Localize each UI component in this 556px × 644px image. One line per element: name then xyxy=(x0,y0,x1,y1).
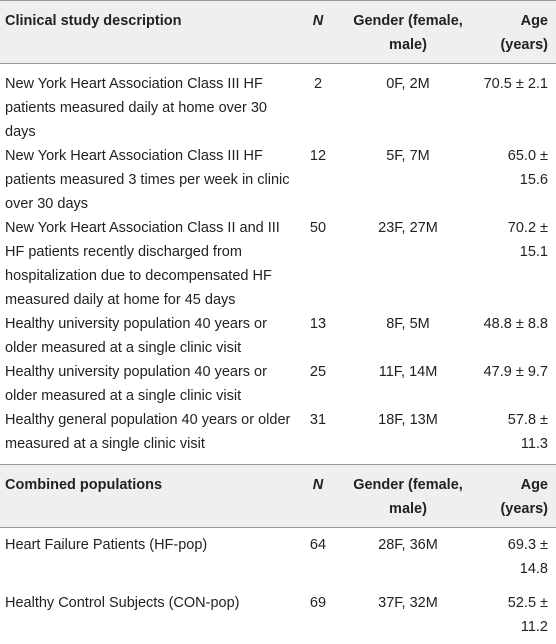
header-text: Gender (female, male) xyxy=(352,473,464,521)
table-cell: 69.3 ± 14.8 xyxy=(480,528,556,587)
header-text: Age (years) xyxy=(500,13,548,53)
table-cell: 50 xyxy=(300,216,336,312)
table-cell: 69 xyxy=(300,586,336,644)
table-cell: 25 xyxy=(300,360,336,408)
header-row: Clinical study description N Gender (femal… xyxy=(0,1,556,64)
table-cell: New York Heart Association Class II and … xyxy=(0,216,300,312)
table-cell: 31 xyxy=(300,408,336,465)
header-cell: N xyxy=(300,465,336,528)
table-cell: 0F, 2M xyxy=(336,64,480,145)
header-cell: Clinical study description xyxy=(0,1,300,64)
header-cell: Gender (female, male) xyxy=(336,465,480,528)
table-cell: 11F, 14M xyxy=(336,360,480,408)
table-cell: 18F, 13M xyxy=(336,408,480,465)
header-text: Gender (female, male) xyxy=(352,9,464,57)
table-row: Healthy university population 40 years o… xyxy=(0,360,556,408)
table-row: New York Heart Association Class II and … xyxy=(0,216,556,312)
table-cell: 23F, 27M xyxy=(336,216,480,312)
table-cell: Healthy general population 40 years or o… xyxy=(0,408,300,465)
table-cell: 47.9 ± 9.7 xyxy=(480,360,556,408)
table-cell: Heart Failure Patients (HF-pop) xyxy=(0,528,300,587)
table-cell: 48.8 ± 8.8 xyxy=(480,312,556,360)
header-text: Clinical study description xyxy=(5,13,181,29)
header-row: Combined populations N Gender (female, mal… xyxy=(0,465,556,528)
header-text: N xyxy=(313,477,323,493)
table-cell: Healthy university population 40 years o… xyxy=(0,312,300,360)
section-header: Combined populations N Gender (female, mal… xyxy=(0,465,556,528)
header-cell: Gender (female, male) xyxy=(336,1,480,64)
header-text: N xyxy=(313,13,323,29)
table-cell: New York Heart Association Class III HF … xyxy=(0,64,300,145)
section-header: Clinical study description N Gender (femal… xyxy=(0,1,556,64)
table-cell: 8F, 5M xyxy=(336,312,480,360)
table-row: New York Heart Association Class III HF … xyxy=(0,144,556,216)
header-cell: Age (years) xyxy=(480,465,556,528)
table-cell: New York Heart Association Class III HF … xyxy=(0,144,300,216)
table-cell: 70.5 ± 2.1 xyxy=(480,64,556,145)
section-body: New York Heart Association Class III HF … xyxy=(0,64,556,465)
table-cell: 70.2 ± 15.1 xyxy=(480,216,556,312)
header-cell: Combined populations xyxy=(0,465,300,528)
table-cell: 57.8 ± 11.3 xyxy=(480,408,556,465)
table-cell: 12 xyxy=(300,144,336,216)
table-cell: 65.0 ± 15.6 xyxy=(480,144,556,216)
table-cell: 2 xyxy=(300,64,336,145)
page: Clinical study description N Gender (femal… xyxy=(0,0,556,594)
header-cell: N xyxy=(300,1,336,64)
header-text: Combined populations xyxy=(5,477,162,493)
table-cell: 37F, 32M xyxy=(336,586,480,644)
header-text: Age (years) xyxy=(500,477,548,517)
table-row: Healthy general population 40 years or o… xyxy=(0,408,556,465)
table-row: Healthy university population 40 years o… xyxy=(0,312,556,360)
table-cell: 52.5 ± 11.2 xyxy=(480,586,556,644)
table-cell: Healthy university population 40 years o… xyxy=(0,360,300,408)
table-cell: 64 xyxy=(300,528,336,587)
table-row: New York Heart Association Class III HF … xyxy=(0,64,556,145)
header-cell: Age (years) xyxy=(480,1,556,64)
table-cell: 28F, 36M xyxy=(336,528,480,587)
table-cell: Healthy Control Subjects (CON-pop) xyxy=(0,586,300,644)
table-cell: 13 xyxy=(300,312,336,360)
table-cell: 5F, 7M xyxy=(336,144,480,216)
